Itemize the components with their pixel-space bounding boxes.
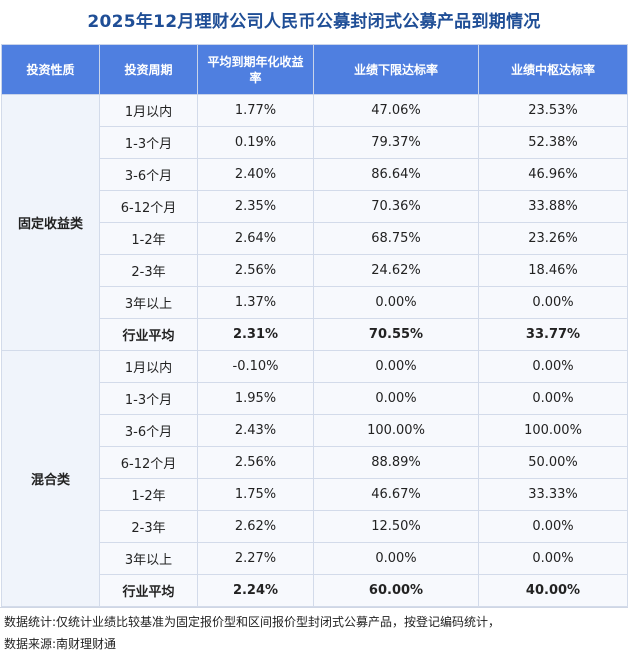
yield-cell: 2.43%	[197, 414, 314, 447]
yield-cell: 0.19%	[197, 126, 314, 159]
midpoint-cell: 100.00%	[478, 414, 628, 447]
table-row: 6-12个月 2.35% 70.36% 33.88%	[2, 190, 628, 223]
header-avg-annual-yield: 平均到期年化收益率	[197, 44, 314, 95]
period-cell: 2-3年	[99, 254, 198, 287]
footnote-stats: 数据统计:仅统计业绩比较基准为固定报价型和区间报价型封闭式公募产品，按登记编码统…	[4, 615, 501, 629]
header-investment-type: 投资性质	[1, 44, 100, 95]
yield-cell: 1.37%	[197, 286, 314, 319]
midpoint-cell: 0.00%	[478, 542, 628, 575]
period-cell: 6-12个月	[99, 190, 198, 223]
lower-bound-cell: 12.50%	[313, 510, 479, 543]
table-row: 1-3个月 1.95% 0.00% 0.00%	[2, 382, 628, 415]
yield-cell: 2.62%	[197, 510, 314, 543]
table-row: 1-2年 2.64% 68.75% 23.26%	[2, 222, 628, 255]
yield-cell: 2.31%	[197, 318, 314, 351]
period-cell: 1-2年	[99, 478, 198, 511]
lower-bound-cell: 0.00%	[313, 382, 479, 415]
yield-cell: -0.10%	[197, 350, 314, 383]
yield-cell: 2.56%	[197, 446, 314, 479]
table-row: 行业平均 2.24% 60.00% 40.00%	[2, 574, 628, 607]
midpoint-cell: 40.00%	[478, 574, 628, 607]
header-midpoint-rate: 业绩中枢达标率	[478, 44, 628, 95]
midpoint-cell: 0.00%	[478, 286, 628, 319]
lower-bound-cell: 46.67%	[313, 478, 479, 511]
midpoint-cell: 33.88%	[478, 190, 628, 223]
table-row: 混合类 1月以内 -0.10% 0.00% 0.00%	[1, 350, 628, 607]
yield-cell: 2.24%	[197, 574, 314, 607]
table-row: 3-6个月 2.43% 100.00% 100.00%	[2, 414, 628, 447]
period-cell: 3-6个月	[99, 158, 198, 191]
lower-bound-cell: 24.62%	[313, 254, 479, 287]
table-row: 1-3个月 0.19% 79.37% 52.38%	[2, 126, 628, 159]
midpoint-cell: 23.26%	[478, 222, 628, 255]
table-row: 3年以上 2.27% 0.00% 0.00%	[2, 542, 628, 575]
period-cell: 1-2年	[99, 222, 198, 255]
yield-cell: 2.35%	[197, 190, 314, 223]
maturity-table: 投资性质 投资周期 平均到期年化收益率 业绩下限达标率 业绩中枢达标率 固定收益…	[1, 44, 628, 607]
midpoint-cell: 0.00%	[478, 350, 628, 383]
lower-bound-cell: 0.00%	[313, 286, 479, 319]
lower-bound-cell: 47.06%	[313, 94, 479, 127]
yield-cell: 2.40%	[197, 158, 314, 191]
period-cell: 3年以上	[99, 286, 198, 319]
header-lower-bound-rate: 业绩下限达标率	[313, 44, 479, 95]
midpoint-cell: 46.96%	[478, 158, 628, 191]
group-label: 固定收益类	[1, 94, 100, 351]
lower-bound-cell: 0.00%	[313, 542, 479, 575]
midpoint-cell: 18.46%	[478, 254, 628, 287]
yield-cell: 1.75%	[197, 478, 314, 511]
midpoint-cell: 33.33%	[478, 478, 628, 511]
lower-bound-cell: 88.89%	[313, 446, 479, 479]
midpoint-cell: 52.38%	[478, 126, 628, 159]
period-cell: 6-12个月	[99, 446, 198, 479]
midpoint-cell: 33.77%	[478, 318, 628, 351]
midpoint-cell: 0.00%	[478, 510, 628, 543]
lower-bound-cell: 60.00%	[313, 574, 479, 607]
period-cell: 1月以内	[99, 94, 198, 127]
midpoint-cell: 50.00%	[478, 446, 628, 479]
yield-cell: 2.56%	[197, 254, 314, 287]
yield-cell: 2.64%	[197, 222, 314, 255]
table-row: 2-3年 2.62% 12.50% 0.00%	[2, 510, 628, 543]
period-cell: 2-3年	[99, 510, 198, 543]
header-investment-period: 投资周期	[99, 44, 198, 95]
group-label: 混合类	[1, 350, 100, 607]
period-cell: 行业平均	[99, 574, 198, 607]
lower-bound-cell: 68.75%	[313, 222, 479, 255]
period-cell: 1-3个月	[99, 126, 198, 159]
lower-bound-cell: 79.37%	[313, 126, 479, 159]
yield-cell: 2.27%	[197, 542, 314, 575]
table-body: 固定收益类 1月以内 1.77% 47.06% 23.53% 1-3个月 0.19% 79.3…	[1, 94, 628, 607]
table-row: 2-3年 2.56% 24.62% 18.46%	[2, 254, 628, 287]
table-row: 3-6个月 2.40% 86.64% 46.96%	[2, 158, 628, 191]
table-row: 3年以上 1.37% 0.00% 0.00%	[2, 286, 628, 319]
footnote: 数据统计:仅统计业绩比较基准为固定报价型和区间报价型封闭式公募产品，按登记编码统…	[0, 607, 628, 655]
table-row: 6-12个月 2.56% 88.89% 50.00%	[2, 446, 628, 479]
yield-cell: 1.95%	[197, 382, 314, 415]
table-row: 行业平均 2.31% 70.55% 33.77%	[2, 318, 628, 351]
table-row: 固定收益类 1月以内 1.77% 47.06% 23.53%	[1, 94, 628, 351]
footnote-source: 数据来源:南财理财通	[4, 637, 117, 651]
period-cell: 3-6个月	[99, 414, 198, 447]
lower-bound-cell: 70.55%	[313, 318, 479, 351]
lower-bound-cell: 70.36%	[313, 190, 479, 223]
page-title: 2025年12月理财公司人民币公募封闭式公募产品到期情况	[87, 12, 541, 32]
yield-cell: 1.77%	[197, 94, 314, 127]
lower-bound-cell: 86.64%	[313, 158, 479, 191]
period-cell: 行业平均	[99, 318, 198, 351]
midpoint-cell: 23.53%	[478, 94, 628, 127]
period-cell: 1月以内	[99, 350, 198, 383]
lower-bound-cell: 0.00%	[313, 350, 479, 383]
table-header-row: 投资性质 投资周期 平均到期年化收益率 业绩下限达标率 业绩中枢达标率	[1, 44, 628, 95]
lower-bound-cell: 100.00%	[313, 414, 479, 447]
period-cell: 3年以上	[99, 542, 198, 575]
midpoint-cell: 0.00%	[478, 382, 628, 415]
period-cell: 1-3个月	[99, 382, 198, 415]
